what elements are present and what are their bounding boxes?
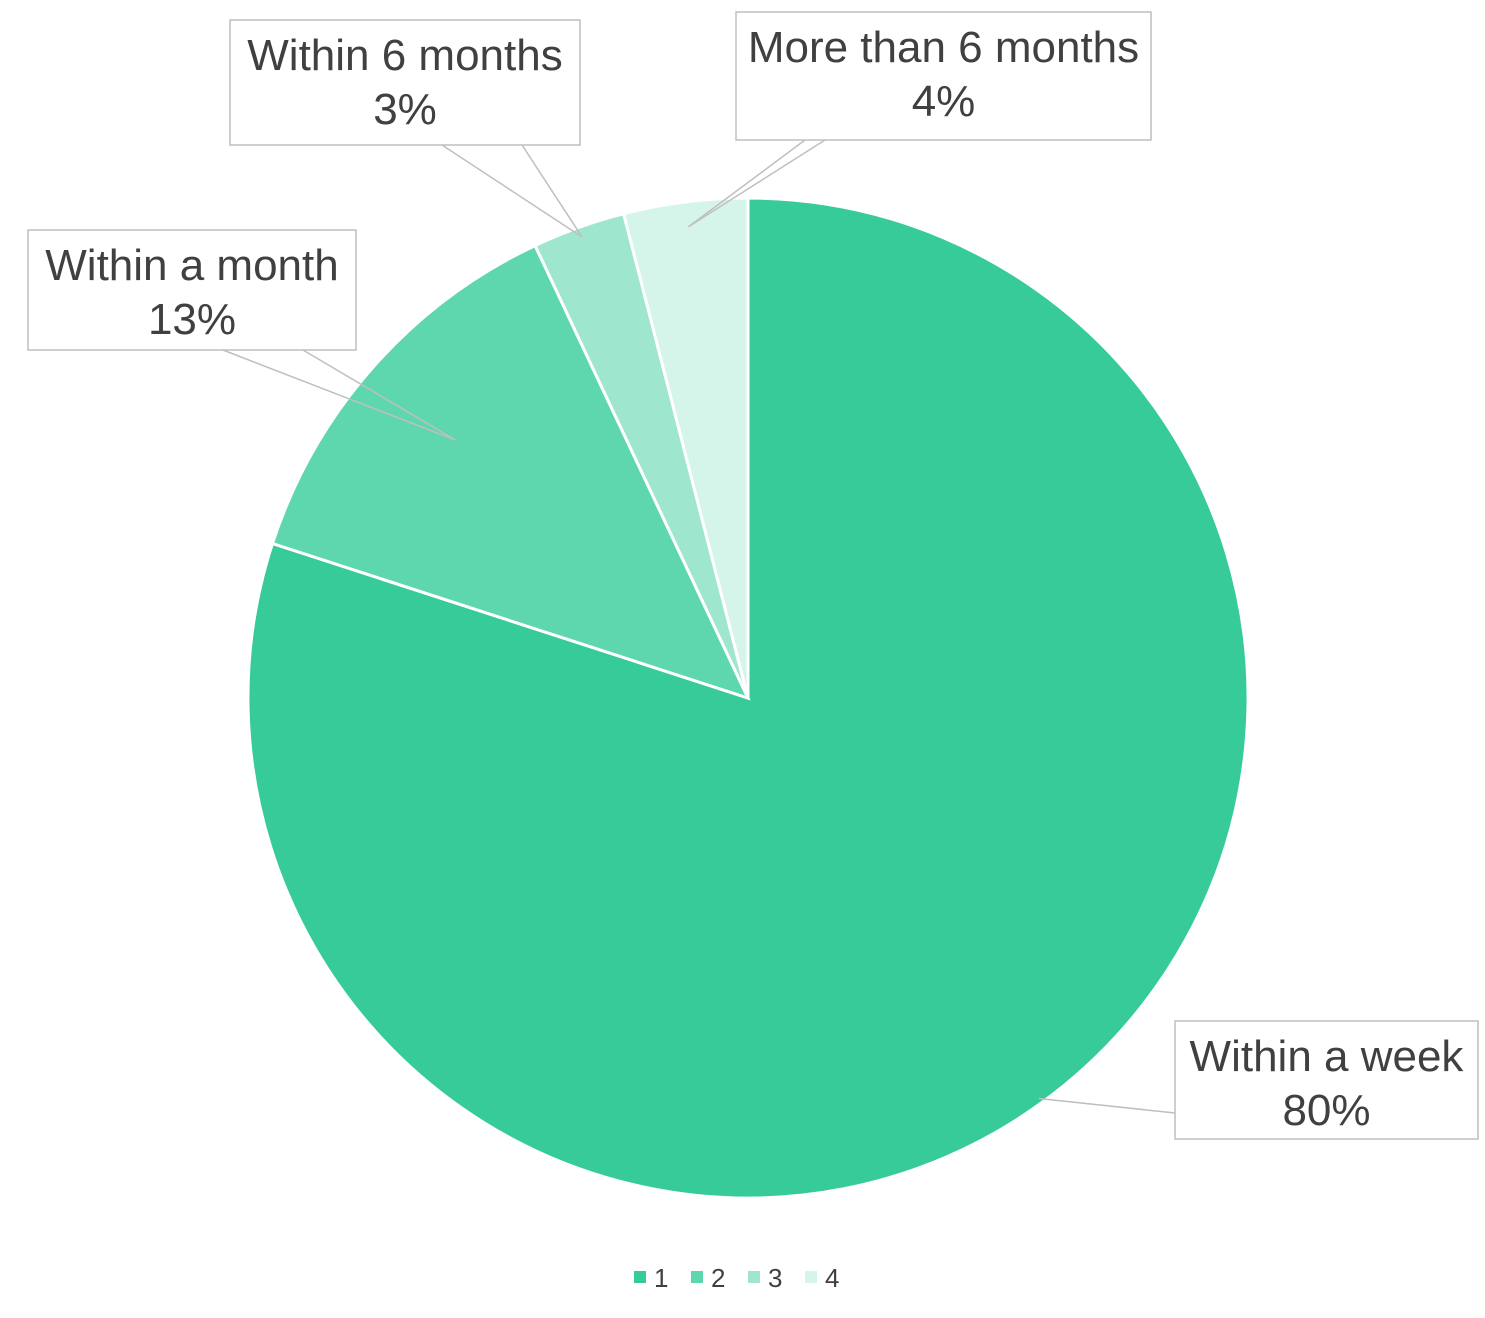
data-label-category: Within a week <box>1190 1032 1465 1081</box>
pie-slices <box>246 196 1250 1200</box>
callout-within-6-months: Within 6 months 3% <box>229 19 581 146</box>
legend-item-4: 4 <box>805 1263 839 1293</box>
legend-label: 2 <box>711 1263 725 1293</box>
callout-box <box>229 19 581 146</box>
legend-swatch <box>691 1271 703 1283</box>
legend-label: 1 <box>654 1263 668 1293</box>
legend-swatch <box>748 1271 760 1283</box>
legend: 1 2 3 4 <box>634 1263 839 1293</box>
pie-slice-more-than-6-months <box>621 196 750 699</box>
callout-box <box>27 229 357 351</box>
legend-item-1: 1 <box>634 1263 668 1293</box>
callout-within-a-month: Within a month 13% <box>27 229 357 351</box>
callout-leader-within-a-month <box>222 349 456 441</box>
legend-label: 3 <box>768 1263 782 1293</box>
callout-within-a-week: Within a week 80% <box>1174 1020 1479 1140</box>
legend-item-3: 3 <box>748 1263 782 1293</box>
callout-box <box>735 11 1152 141</box>
callout-leader-within-6-months <box>441 144 583 238</box>
data-label-value: 3% <box>373 85 437 134</box>
data-label-category: Within a month <box>45 241 338 290</box>
callout-leader-more-than-6-months <box>688 139 826 228</box>
data-label-value: 13% <box>148 295 236 344</box>
legend-item-2: 2 <box>691 1263 725 1293</box>
legend-label: 4 <box>825 1263 839 1293</box>
pie-slice-within-a-month <box>270 243 751 701</box>
callout-leader-within-a-week <box>1038 1097 1176 1114</box>
legend-swatch <box>634 1271 646 1283</box>
callout-leaders <box>222 139 1176 1114</box>
data-label-category: More than 6 months <box>748 23 1139 72</box>
data-label-value: 4% <box>912 77 976 126</box>
callout-more-than-6-months: More than 6 months 4% <box>735 11 1152 141</box>
data-label-value: 80% <box>1282 1086 1370 1135</box>
callout-box <box>1174 1020 1479 1140</box>
data-label-category: Within 6 months <box>247 31 562 80</box>
legend-swatch <box>805 1271 817 1283</box>
